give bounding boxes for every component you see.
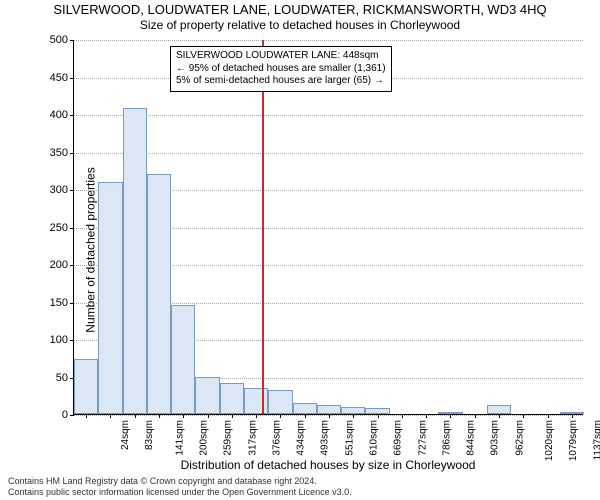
xtick-mark <box>135 414 136 418</box>
xtick-label: 962sqm <box>514 420 525 456</box>
histogram-bar <box>171 305 195 414</box>
ytick-label: 250 <box>50 222 68 234</box>
xtick-mark <box>110 414 111 418</box>
gridline <box>74 115 583 116</box>
xtick-label: 200sqm <box>199 420 210 456</box>
xtick-label: 317sqm <box>247 420 258 456</box>
histogram-bar <box>98 182 122 415</box>
histogram-bar <box>487 405 511 414</box>
xtick-label: 434sqm <box>296 420 307 456</box>
xtick-label: 376sqm <box>271 420 282 456</box>
ytick-mark <box>70 153 74 154</box>
xtick-mark <box>280 414 281 418</box>
gridline <box>74 40 583 41</box>
xtick-label: 610sqm <box>369 420 380 456</box>
xtick-label: 727sqm <box>417 420 428 456</box>
xtick-label: 1079sqm <box>568 420 579 461</box>
gridline <box>74 153 583 154</box>
xtick-mark <box>402 414 403 418</box>
ytick-label: 0 <box>62 409 68 421</box>
annotation-box: SILVERWOOD LOUDWATER LANE: 448sqm← 95% o… <box>170 46 392 92</box>
xtick-mark <box>378 414 379 418</box>
xtick-label: 1137sqm <box>592 420 600 460</box>
reference-line <box>262 40 264 414</box>
histogram-bar <box>74 359 98 414</box>
xtick-mark <box>86 414 87 418</box>
histogram-bar <box>317 405 341 414</box>
xtick-label: 141sqm <box>174 420 185 456</box>
xtick-label: 669sqm <box>393 420 404 456</box>
ytick-mark <box>70 115 74 116</box>
plot-area: 05010015020025030035040045050024sqm83sqm… <box>73 40 583 415</box>
histogram-bar <box>244 388 268 414</box>
x-axis-label: Distribution of detached houses by size … <box>73 458 583 472</box>
ytick-label: 150 <box>50 297 68 309</box>
histogram-bar <box>195 377 219 415</box>
xtick-mark <box>305 414 306 418</box>
xtick-mark <box>450 414 451 418</box>
xtick-mark <box>475 414 476 418</box>
footer-line-1: Contains HM Land Registry data © Crown c… <box>8 476 352 487</box>
xtick-mark <box>426 414 427 418</box>
histogram-chart: SILVERWOOD, LOUDWATER LANE, LOUDWATER, R… <box>0 0 600 500</box>
annotation-line: ← 95% of detached houses are smaller (1,… <box>176 63 386 76</box>
ytick-mark <box>70 190 74 191</box>
ytick-label: 450 <box>50 72 68 84</box>
ytick-mark <box>70 340 74 341</box>
ytick-mark <box>70 265 74 266</box>
ytick-mark <box>70 228 74 229</box>
annotation-line: SILVERWOOD LOUDWATER LANE: 448sqm <box>176 50 386 63</box>
xtick-mark <box>208 414 209 418</box>
histogram-bar <box>341 407 365 415</box>
histogram-bar <box>123 108 147 414</box>
plot-inner: 05010015020025030035040045050024sqm83sqm… <box>73 40 583 415</box>
chart-subtitle: Size of property relative to detached ho… <box>0 18 600 32</box>
chart-supertitle: SILVERWOOD, LOUDWATER LANE, LOUDWATER, R… <box>0 2 600 17</box>
xtick-mark <box>523 414 524 418</box>
xtick-mark <box>232 414 233 418</box>
histogram-bar <box>147 174 171 414</box>
xtick-label: 786sqm <box>441 420 452 456</box>
xtick-mark <box>572 414 573 418</box>
ytick-label: 200 <box>50 259 68 271</box>
xtick-label: 903sqm <box>490 420 501 456</box>
ytick-label: 300 <box>50 184 68 196</box>
footer-attribution: Contains HM Land Registry data © Crown c… <box>8 476 352 498</box>
annotation-line: 5% of semi-detached houses are larger (6… <box>176 75 386 88</box>
ytick-mark <box>70 303 74 304</box>
ytick-mark <box>70 40 74 41</box>
histogram-bar <box>293 403 317 414</box>
xtick-mark <box>353 414 354 418</box>
xtick-label: 493sqm <box>320 420 331 456</box>
xtick-label: 24sqm <box>120 420 131 450</box>
xtick-label: 551sqm <box>344 420 355 456</box>
xtick-mark <box>499 414 500 418</box>
xtick-label: 83sqm <box>144 420 155 450</box>
ytick-mark <box>70 415 74 416</box>
xtick-mark <box>256 414 257 418</box>
xtick-mark <box>183 414 184 418</box>
ytick-label: 400 <box>50 109 68 121</box>
xtick-label: 1020sqm <box>544 420 555 461</box>
xtick-mark <box>329 414 330 418</box>
ytick-label: 500 <box>50 34 68 46</box>
ytick-label: 100 <box>50 334 68 346</box>
xtick-label: 844sqm <box>466 420 477 456</box>
histogram-bar <box>220 383 244 415</box>
footer-line-2: Contains public sector information licen… <box>8 487 352 498</box>
ytick-mark <box>70 78 74 79</box>
ytick-label: 50 <box>56 372 68 384</box>
xtick-mark <box>548 414 549 418</box>
histogram-bar <box>268 390 292 414</box>
xtick-label: 259sqm <box>223 420 234 456</box>
xtick-mark <box>159 414 160 418</box>
ytick-label: 350 <box>50 147 68 159</box>
